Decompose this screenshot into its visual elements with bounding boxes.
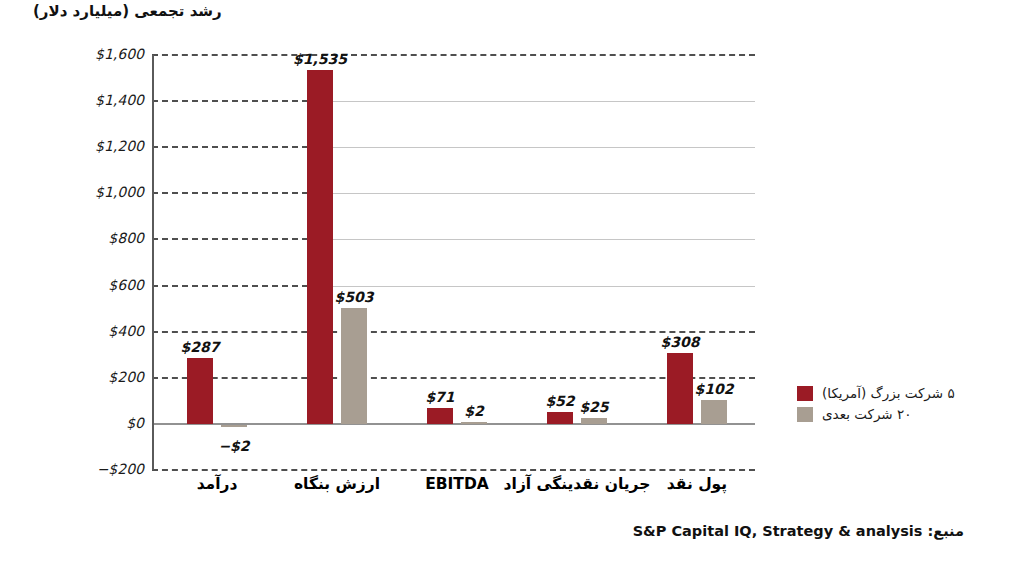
bar-value-label: $2: [429, 403, 519, 419]
gridline-dash-segment: [152, 146, 308, 148]
gridline-faint-segment: [308, 193, 755, 194]
y-axis-tick-label: $0: [54, 415, 144, 431]
legend-color-swatch: [797, 407, 813, 422]
bar-series2: [461, 422, 487, 424]
bar-series2: [581, 418, 607, 424]
legend-label: ۲۰ شرکت بعدی: [822, 406, 911, 422]
gridline-dash-segment: [152, 469, 755, 471]
gridline-dash-segment: [152, 54, 755, 56]
chart-title: رشد تجمعی (میلیارد دلار): [33, 2, 222, 20]
bar-value-label: $1,535: [275, 51, 365, 67]
bar-series2: [221, 425, 247, 427]
y-axis-tick-label: $800: [54, 230, 144, 246]
gridline-dash-segment: [152, 238, 308, 240]
gridline-dash-segment: [152, 377, 755, 379]
y-axis-tick-label: −$200: [54, 461, 144, 477]
legend-label: ۵ شرکت بزرگ (آمریکا): [822, 385, 955, 401]
category-label: پول نقد: [607, 475, 787, 493]
bar-value-label: $287: [155, 339, 245, 355]
bar-value-label: $503: [309, 289, 399, 305]
y-axis-tick-label: $200: [54, 369, 144, 385]
y-axis-tick-label: $1,000: [54, 184, 144, 200]
source-note: منبع: S&P Capital IQ, Strategy & analysi…: [633, 523, 964, 539]
bar-series2: [341, 308, 367, 424]
gridline-faint-segment: [308, 101, 755, 102]
y-axis-tick-label: $1,600: [54, 46, 144, 62]
y-axis-tick-label: $1,400: [54, 92, 144, 108]
legend-color-swatch: [797, 386, 813, 401]
bar-value-label: −$2: [189, 438, 279, 454]
bar-series1: [307, 70, 333, 424]
bar-series2: [701, 400, 727, 424]
y-axis-tick-label: $400: [54, 323, 144, 339]
bar-series1: [187, 358, 213, 424]
legend-item: ۵ شرکت بزرگ (آمریکا): [797, 385, 955, 401]
legend-item: ۲۰ شرکت بعدی: [797, 406, 955, 422]
gridline-dash-segment: [152, 285, 308, 287]
gridline-dash-segment: [152, 331, 755, 333]
bar-value-label: $308: [635, 334, 725, 350]
legend: ۵ شرکت بزرگ (آمریکا) ۲۰ شرکت بعدی: [797, 385, 955, 422]
gridline-faint-segment: [308, 239, 755, 240]
plot-area: $1,600$1,400$1,200$1,000$800$600$400$200…: [152, 55, 755, 470]
y-axis-line: [152, 55, 154, 470]
gridline-faint-segment: [308, 147, 755, 148]
chart-page: رشد تجمعی (میلیارد دلار) $1,600$1,400$1,…: [0, 0, 1024, 576]
gridline-faint-segment: [308, 286, 755, 287]
y-axis-tick-label: $1,200: [54, 138, 144, 154]
gridline-dash-segment: [152, 100, 308, 102]
bar-value-label: $102: [669, 381, 759, 397]
gridline-dash-segment: [152, 192, 308, 194]
y-axis-tick-label: $600: [54, 277, 144, 293]
bar-value-label: $25: [549, 399, 639, 415]
